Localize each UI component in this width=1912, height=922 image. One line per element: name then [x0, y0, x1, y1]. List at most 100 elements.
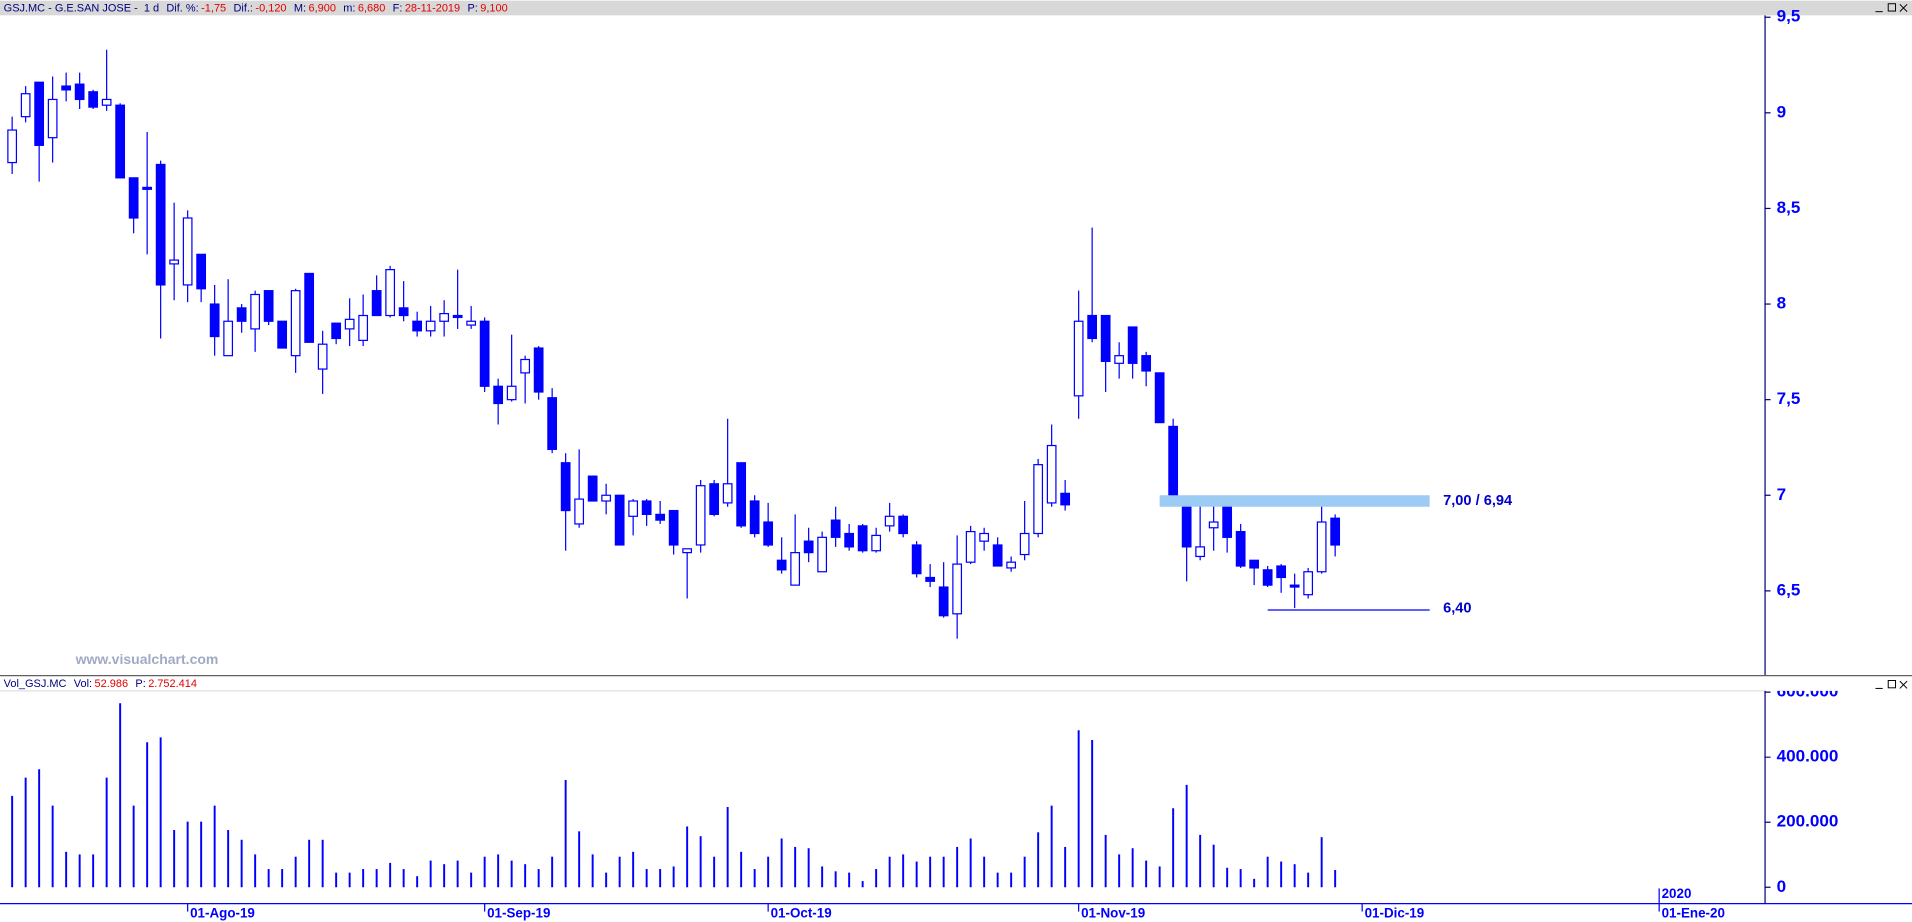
- candle-body: [452, 314, 463, 319]
- candle-body: [857, 525, 868, 552]
- candle-body: [1276, 565, 1287, 579]
- candle-body: [601, 494, 612, 502]
- candle-body: [736, 462, 747, 527]
- candle-body: [304, 272, 315, 343]
- candle-body: [1141, 355, 1152, 372]
- candle-body: [1208, 521, 1219, 529]
- header-label: Dif. %:: [166, 2, 198, 14]
- window-controls[interactable]: [1875, 3, 1908, 689]
- candle-body: [749, 500, 760, 535]
- candle-body: [614, 494, 625, 546]
- candle-body: [331, 322, 342, 340]
- y-tick-label: 8: [1777, 294, 1787, 313]
- maximize-button[interactable]: [1887, 3, 1897, 12]
- candle-body: [1006, 561, 1017, 569]
- candle-body: [817, 536, 828, 573]
- candle-body: [385, 269, 396, 317]
- y-tick-label: 9: [1777, 102, 1787, 121]
- candle-body: [776, 559, 787, 571]
- close-button[interactable]: [1899, 680, 1908, 689]
- candle-body: [952, 563, 963, 615]
- candle-body: [223, 320, 234, 357]
- candle-body: [1100, 314, 1111, 363]
- candle-body: [277, 320, 288, 349]
- candle-body: [1114, 355, 1125, 364]
- candle-body: [358, 314, 369, 341]
- candle-body: [898, 515, 909, 535]
- header-label: m:: [343, 2, 355, 14]
- candle-body: [115, 104, 126, 179]
- candle-body: [938, 586, 949, 617]
- zone-label: 7,00 / 6,94: [1443, 493, 1513, 509]
- header-label: Vol:: [74, 678, 92, 690]
- candle-body: [74, 83, 85, 101]
- candle-body: [587, 475, 598, 502]
- candle-body: [709, 483, 720, 515]
- candle-body: [682, 548, 693, 554]
- price-panel: [7, 49, 1341, 639]
- candle-body: [236, 307, 247, 322]
- candle-body: [1127, 326, 1138, 364]
- header-label: M:: [294, 2, 306, 14]
- price-axis: 6,5 7 7,5 8 8,5 9 9,5: [1764, 7, 1801, 599]
- candle-body: [506, 385, 517, 401]
- header-label: Dif.:: [233, 2, 253, 14]
- y-tick-label: 200.000: [1777, 812, 1839, 831]
- header-value: -1,75: [201, 2, 226, 14]
- close-button[interactable]: [1899, 3, 1908, 13]
- y-tick-label: 8,5: [1777, 198, 1801, 217]
- candle-body: [128, 177, 139, 219]
- candle-body: [182, 217, 193, 286]
- header-value: 9,100: [480, 2, 507, 14]
- candle-body: [763, 521, 774, 546]
- candle-body: [466, 320, 477, 326]
- support-zone: [1159, 495, 1430, 507]
- header-value: 6,900: [308, 2, 335, 14]
- header-bar: [0, 0, 1912, 16]
- candle-body: [992, 544, 1003, 567]
- candle-body: [20, 93, 31, 118]
- candle-body: [479, 320, 490, 387]
- candle-body: [1289, 584, 1300, 588]
- candle-body: [34, 81, 45, 146]
- y-tick-label: 400.000: [1777, 747, 1839, 766]
- candle-body: [1235, 530, 1246, 567]
- y-tick-label: 0: [1777, 877, 1787, 896]
- candle-body: [641, 500, 652, 515]
- candle-body: [155, 163, 166, 286]
- x-tick-label: 01-Nov-19: [1081, 906, 1145, 921]
- candle-body: [547, 397, 558, 450]
- candle-body: [344, 318, 355, 330]
- watermark: www.visualchart.com: [75, 651, 219, 667]
- candle-body: [142, 186, 153, 190]
- candle-body: [1195, 546, 1206, 558]
- candle-body: [520, 358, 531, 374]
- candle-body: [1303, 571, 1314, 596]
- candle-body: [1168, 425, 1179, 500]
- header-label: F:: [393, 2, 403, 14]
- header-label: P:: [467, 2, 477, 14]
- volume-panel: 0 200.000 400.000 600.000: [11, 682, 1839, 896]
- price-header: GSJ.MC - G.E.SAN JOSE - 1 d Dif. %: -1,75 Di…: [4, 2, 508, 14]
- candle-body: [398, 307, 409, 317]
- candle-body: [1087, 314, 1098, 340]
- y-tick-label: 6,5: [1777, 580, 1801, 599]
- candle-body: [439, 312, 450, 322]
- annotations: 7,00 / 6,94 6,40: [1159, 493, 1513, 617]
- candle-body: [871, 534, 882, 552]
- candle-body: [1019, 532, 1030, 556]
- candle-body: [61, 85, 72, 91]
- candle-body: [88, 91, 99, 108]
- candle-body: [493, 385, 504, 405]
- header-period: 1 d: [144, 2, 159, 14]
- candle-body: [655, 513, 666, 521]
- maximize-button[interactable]: [1887, 680, 1897, 689]
- candle-body: [628, 500, 639, 517]
- candle-body: [1154, 372, 1165, 424]
- candle-body: [830, 519, 841, 538]
- x-tick-label: 01-Ago-19: [190, 906, 255, 921]
- y-tick-label: 600.000: [1777, 682, 1839, 701]
- candle-body: [425, 320, 436, 332]
